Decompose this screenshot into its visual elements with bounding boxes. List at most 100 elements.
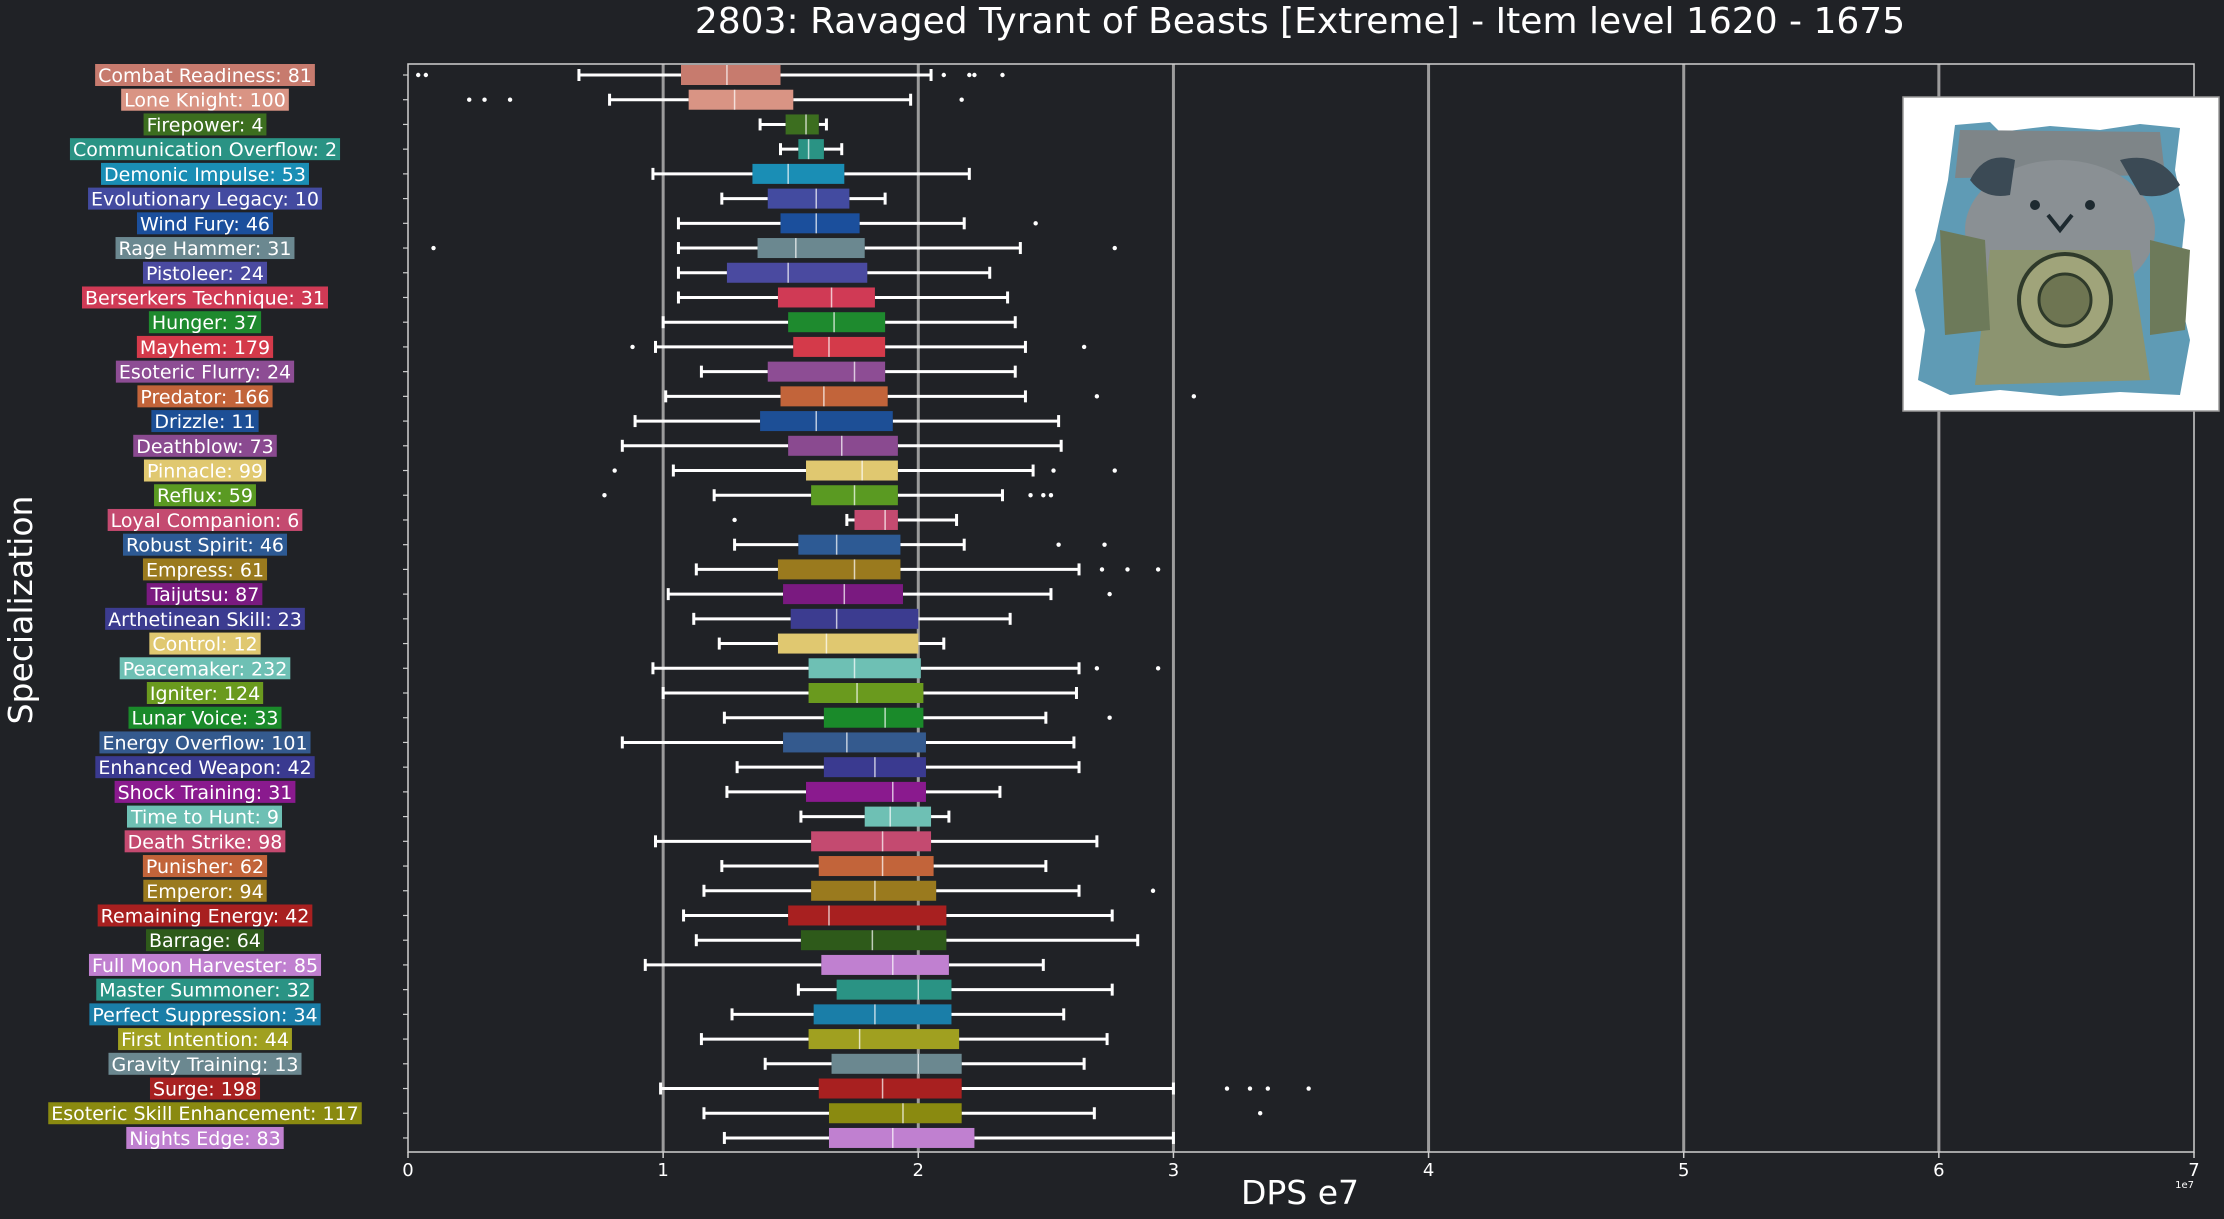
specialization-label-bg	[143, 879, 267, 902]
box-0	[416, 65, 1005, 85]
iqr-box	[760, 411, 893, 432]
specialization-label: Barrage: 64	[149, 930, 261, 952]
iqr-box	[688, 89, 794, 110]
specialization-label-bg	[143, 459, 267, 482]
iqr-box	[777, 559, 901, 580]
outlier-point	[602, 493, 607, 498]
specialization-label: Esoteric Flurry: 24	[119, 362, 291, 384]
box-16	[612, 460, 1117, 481]
specialization-label: Time to Hunt: 9	[130, 807, 279, 829]
x-tick-label: 1	[657, 1160, 668, 1181]
box-32	[720, 856, 1048, 877]
box-29	[725, 781, 1002, 802]
box-13	[664, 386, 1197, 407]
specialization-label-bg	[105, 607, 305, 630]
specialization-label-bg	[136, 335, 274, 358]
x-scale-offset-label: 1e7	[2175, 1180, 2194, 1191]
specialization-label: Rage Hammer: 31	[119, 238, 292, 260]
specialization-label: Lone Knight: 100	[124, 90, 286, 112]
specialization-label-bg	[96, 978, 314, 1001]
iqr-box	[828, 1127, 975, 1148]
specialization-label: Shock Training: 31	[118, 782, 293, 804]
x-axis-ticks: 0 1 2 3 4 5 6 7	[402, 1152, 2200, 1181]
specialization-label: Mayhem: 179	[140, 337, 270, 359]
iqr-box	[777, 287, 875, 308]
outlier-point	[507, 97, 513, 102]
specialization-label: Master Summoner: 32	[99, 980, 311, 1002]
specialization-label-bg	[118, 1028, 292, 1051]
iqr-box	[798, 139, 824, 160]
specialization-label: Emperor: 94	[146, 881, 263, 903]
iqr-box	[808, 1029, 960, 1050]
iqr-box	[808, 683, 924, 703]
box-9	[676, 287, 1010, 308]
specialization-label-bg	[128, 706, 282, 729]
iqr-box	[767, 188, 850, 209]
outlier-point	[972, 72, 977, 78]
specialization-label: Berserkers Technique: 31	[85, 287, 325, 309]
x-tick-label: 4	[1423, 1160, 1434, 1181]
outlier-point	[630, 344, 635, 350]
specialization-label: Full Moon Harvester: 85	[92, 955, 318, 977]
iqr-box	[800, 930, 947, 951]
iqr-box	[681, 65, 781, 85]
specialization-label-bg	[115, 360, 295, 383]
specialization-label-bg	[48, 1102, 362, 1125]
box-plots	[416, 65, 1311, 1148]
specialization-label: Combat Readiness: 81	[98, 65, 312, 87]
box-26	[722, 707, 1112, 728]
specialization-label-bg	[108, 1052, 302, 1075]
specialization-label-bg	[99, 731, 311, 754]
outlier-point	[1112, 245, 1117, 251]
box-10	[661, 312, 1017, 333]
specialization-label-bg	[124, 830, 286, 853]
specialization-label: Firepower: 4	[147, 114, 264, 136]
x-tick-label: 3	[1168, 1160, 1179, 1181]
iqr-box	[811, 831, 932, 852]
iqr-box	[785, 114, 819, 135]
box-8	[676, 262, 992, 283]
outlier-point	[1041, 493, 1046, 498]
box-6	[676, 213, 1038, 234]
specialization-label-bg	[89, 1003, 321, 1026]
box-41	[659, 1078, 1311, 1099]
x-tick-label: 5	[1678, 1160, 1689, 1181]
box-40	[763, 1053, 1086, 1074]
outlier-point	[1102, 542, 1107, 547]
box-17	[602, 485, 1054, 506]
specialization-label-bg	[88, 187, 322, 210]
outlier-point	[959, 97, 964, 102]
specialization-label: Surge: 198	[153, 1079, 257, 1101]
specialization-label-bg	[97, 904, 313, 927]
specialization-label: Punisher: 62	[146, 856, 264, 878]
x-tick-label: 7	[2188, 1160, 2199, 1181]
specialization-label: Robust Spirit: 46	[126, 535, 284, 557]
specialization-label: Energy Overflow: 101	[102, 732, 307, 754]
box-19	[733, 534, 1107, 555]
specialization-label-bg	[119, 657, 291, 680]
specialization-label: Wind Fury: 46	[140, 213, 270, 235]
box-30	[799, 806, 951, 827]
iqr-box	[806, 781, 926, 802]
outlier-point	[1306, 1086, 1311, 1091]
outlier-point	[1257, 1111, 1263, 1116]
specialization-label: Pinnacle: 99	[147, 461, 263, 483]
specialization-label-bg	[107, 508, 303, 531]
outlier-point	[612, 468, 617, 473]
specialization-label: Igniter: 124	[150, 683, 260, 705]
specialization-label-bg	[133, 434, 277, 457]
iqr-box	[783, 584, 903, 605]
iqr-box	[798, 534, 901, 555]
outlier-point	[1112, 468, 1117, 473]
plot-frame	[407, 63, 2195, 1153]
specialization-label: Reflux: 59	[157, 485, 253, 507]
outlier-point	[431, 245, 436, 251]
iqr-box	[836, 979, 952, 1000]
box-24	[651, 658, 1161, 679]
outlier-point	[1155, 567, 1161, 572]
specialization-label-bg	[82, 286, 328, 309]
outlier-point	[1265, 1086, 1271, 1091]
box-14	[633, 411, 1061, 432]
iqr-box	[806, 460, 898, 481]
